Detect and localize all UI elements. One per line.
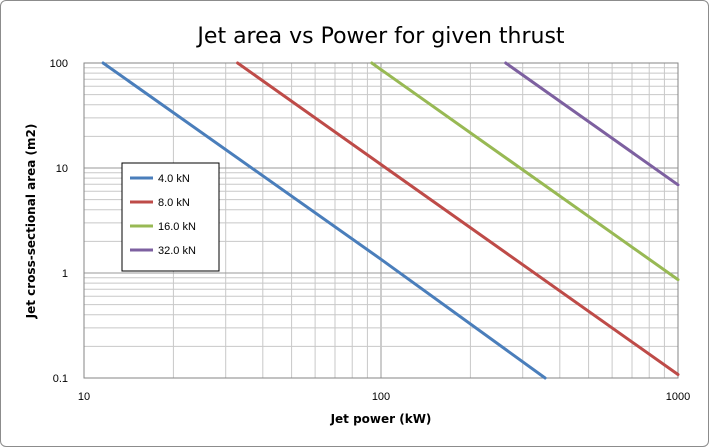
y-axis-title: Jet cross-sectional area (m2) [24,124,38,320]
legend-label: 8.0 kN [158,197,190,209]
x-tick-label: 100 [372,391,390,403]
series-layer [101,61,680,380]
plot-area [83,62,679,379]
chart-title: Jet area vs Power for given thrust [195,24,565,49]
y-tick-label: 0.1 [53,373,68,385]
series-line [504,61,680,187]
series-line [370,61,680,282]
x-tick-label: 1000 [666,391,690,403]
legend: 4.0 kN 8.0 kN 16.0 kN 32.0 kN [121,162,220,272]
legend-box [121,162,220,272]
series-line [236,61,680,376]
tick-labels: 10 100 1000 0.1 1 10 100 [50,58,691,403]
series-line [101,61,547,380]
y-tick-label: 10 [56,163,68,175]
y-tick-label: 1 [62,268,68,280]
x-axis-title: Jet power (kW) [330,412,432,426]
legend-label: 32.0 kN [158,245,196,257]
legend-label: 16.0 kN [158,221,196,233]
x-tick-label: 10 [78,391,90,403]
y-tick-label: 100 [50,58,68,70]
legend-label: 4.0 kN [158,173,190,185]
